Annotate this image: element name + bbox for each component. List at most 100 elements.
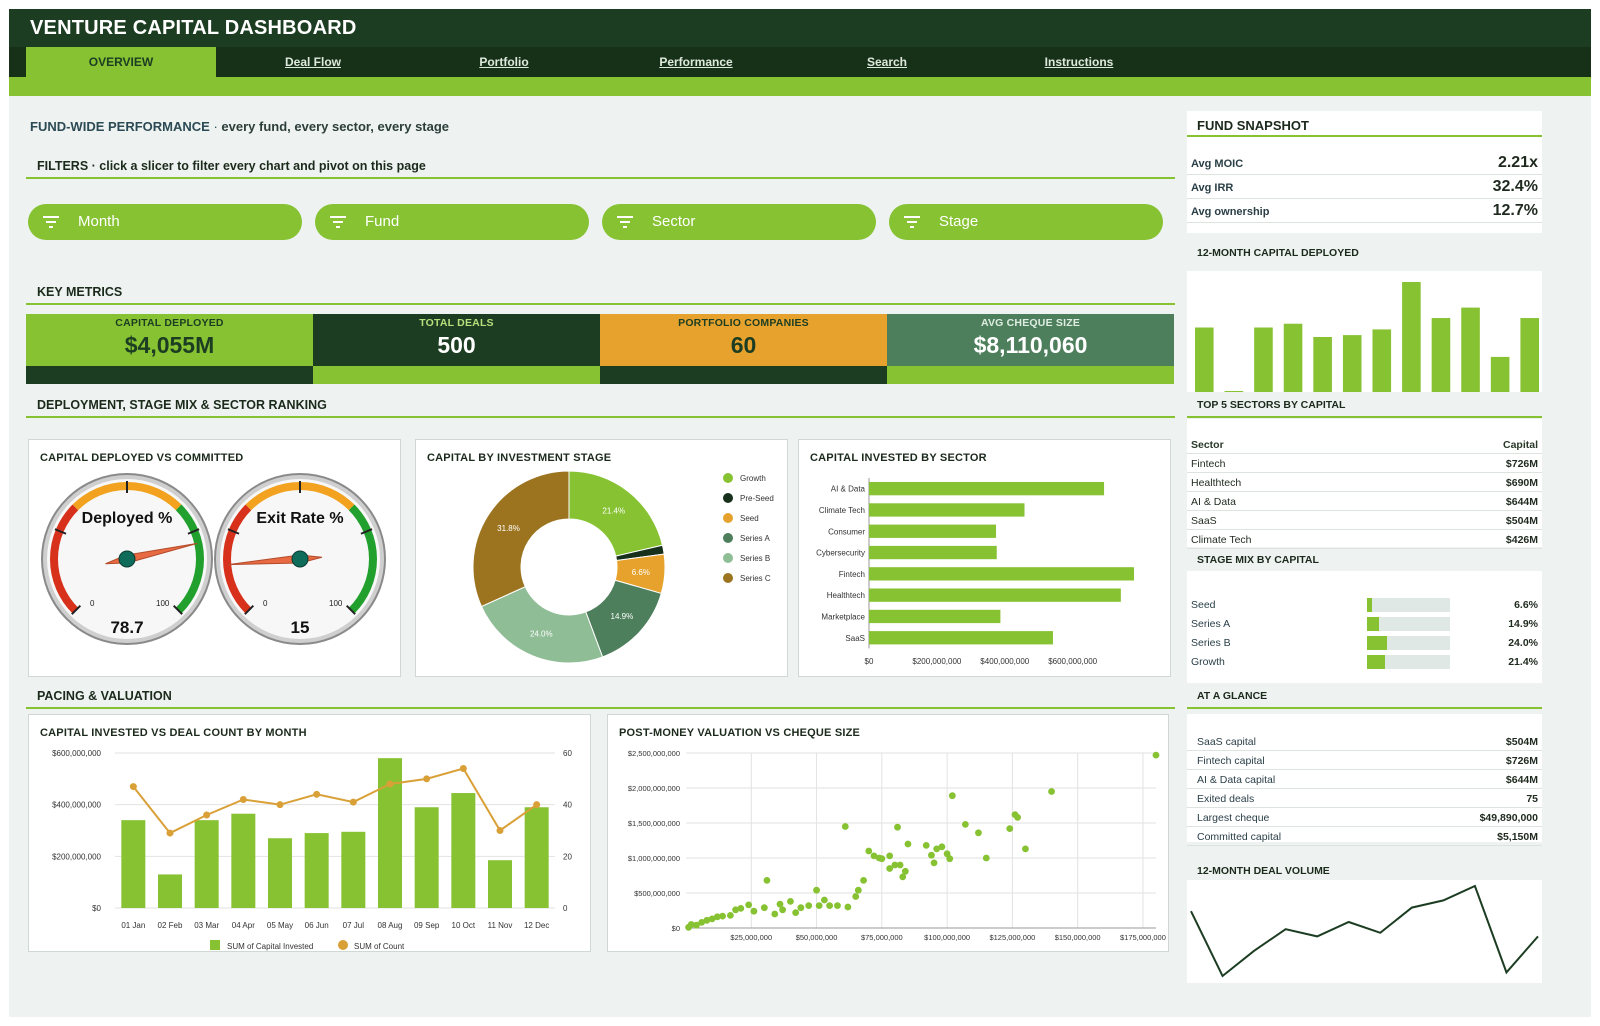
scatter-x-tick: $50,000,000 [796,933,838,942]
snapshot-row: Avg ownership 12.7% [1187,201,1542,223]
gauge-min: 0 [263,599,268,608]
month-bar [524,807,549,908]
glance-row: SaaS capital $504M [1187,732,1542,751]
stage-mix-value: 24.0% [1508,637,1538,649]
y-left-tick: $0 [92,904,101,913]
y-right-tick: 0 [563,904,568,913]
fundwide-title: FUND-WIDE PERFORMANCE [30,119,210,134]
sector-row: Fintech $726M [1187,454,1542,473]
scatter-point [760,904,768,912]
legend-label: Growth [740,474,766,483]
sector-x-tick: $600,000,000 [1048,657,1097,666]
slicer-stage[interactable]: Stage [889,204,1163,240]
donut-label: 24.0% [530,629,553,638]
scatter-chart-title: POST-MONEY VALUATION VS CHEQUE SIZE [619,727,861,739]
stage-mix-track [1367,636,1450,650]
scatter-point [687,921,695,928]
legend-swatch [723,553,733,563]
month-tick-label: 05 May [267,921,293,930]
deal-count-line [132,767,538,835]
sector-x-tick: $400,000,000 [980,657,1029,666]
glance-row: Committed capital $5,150M [1187,827,1542,846]
filters-heading: FILTERS · click a slicer to filter every… [37,159,426,173]
glance-value: 75 [1526,793,1538,805]
scatter-point [732,906,740,914]
tab-performance[interactable]: Performance [659,55,733,69]
kpi-value: 60 [730,332,757,358]
monthly-chart-title: CAPITAL INVESTED VS DEAL COUNT BY MONTH [40,727,307,739]
gauge-label: Exit Rate % [256,510,343,527]
snapshot-row: Avg IRR 32.4% [1187,177,1542,199]
stage-mix-label: Series B [1191,637,1231,649]
tab-instructions[interactable]: Instructions [1044,55,1114,69]
month-bar [451,793,476,908]
slicer-label: Sector [652,213,696,230]
sector-row: Healthtech $690M [1187,473,1542,492]
glance-value: $504M [1505,736,1538,748]
tab-deal-flow[interactable]: Deal Flow [284,55,341,69]
scatter-point [886,852,894,860]
monthly-chart-panel: CAPITAL INVESTED VS DEAL COUNT BY MONTH … [28,714,591,952]
filters-subtitle: click a slicer to filter every chart and… [99,159,426,173]
month-tick-label: 11 Nov [488,921,513,930]
scatter-point [854,886,862,894]
key-metrics-underline [26,303,1175,305]
slicer-label: Fund [365,213,400,230]
scatter-point [787,898,794,905]
deal-volume-title: 12-MONTH DEAL VOLUME [1197,865,1330,877]
scatter-point [1048,788,1055,795]
gauge-value: 15 [291,618,310,637]
scatter-x-tick: $175,000,000 [1120,933,1166,942]
gauge-tick [187,528,200,535]
sector-tick-label: AI & Data [831,485,866,494]
slicer-fund[interactable]: Fund [315,204,589,240]
filter-icon [904,216,920,228]
kpi-bar [313,366,600,384]
kpi-total-deals: TOTAL DEALS 500 [313,314,600,366]
scatter-point [713,913,721,921]
sector-bar [869,524,997,538]
gauge-red-band [50,504,79,614]
scatter-point [745,901,753,909]
scatter-point [703,916,711,924]
glance-row: Exited deals 75 [1187,789,1542,808]
y-left-tick: $400,000,000 [52,801,101,810]
month-tick-label: 01 Jan [121,921,145,930]
scatter-y-tick: $500,000,000 [634,889,680,898]
slicer-sector[interactable]: Sector [602,204,876,240]
stage-mix-fill [1367,598,1373,612]
tab-portfolio[interactable]: Portfolio [479,55,529,69]
sector-bar [869,567,1134,581]
capital-12m-bar [1195,327,1214,392]
sector-tick-label: Fintech [839,570,865,579]
scatter-point [1006,825,1014,832]
deal-count-point [533,801,541,809]
capital-12m-svg [1195,282,1539,392]
capital-12m-bar [1431,318,1451,392]
month-bar [268,838,292,908]
y-right-tick: 40 [563,801,572,810]
deal-volume-line [1190,884,1539,978]
tab-overview[interactable]: OVERVIEW [26,47,216,77]
fundwide-subtitle: every fund, every sector, every stage [221,119,450,134]
filters-title: FILTERS [37,159,89,173]
scatter-point [737,905,745,912]
glance-label: AI & Data capital [1197,774,1276,786]
deal-count-point [166,829,174,837]
capital-12m-panel [1187,271,1542,392]
scatter-point [982,854,990,862]
scatter-point [896,861,904,869]
legend-swatch [723,533,733,543]
scatter-point [815,902,823,909]
tab-search[interactable]: Search [866,55,908,69]
glance-row: AI & Data capital $644M [1187,770,1542,789]
scatter-x-tick: $25,000,000 [730,933,772,942]
stage-mix-label: Seed [1191,599,1216,611]
sector-row: AI & Data $644M [1187,492,1542,511]
slicer-month[interactable]: Month [28,204,302,240]
glance-label: Fintech capital [1197,755,1265,767]
kpi-label: AVG CHEQUE SIZE [980,317,1081,329]
snapshot-value: 32.4% [1492,178,1538,195]
scatter-point [776,900,784,908]
scatter-x-tick: $125,000,000 [989,933,1035,942]
